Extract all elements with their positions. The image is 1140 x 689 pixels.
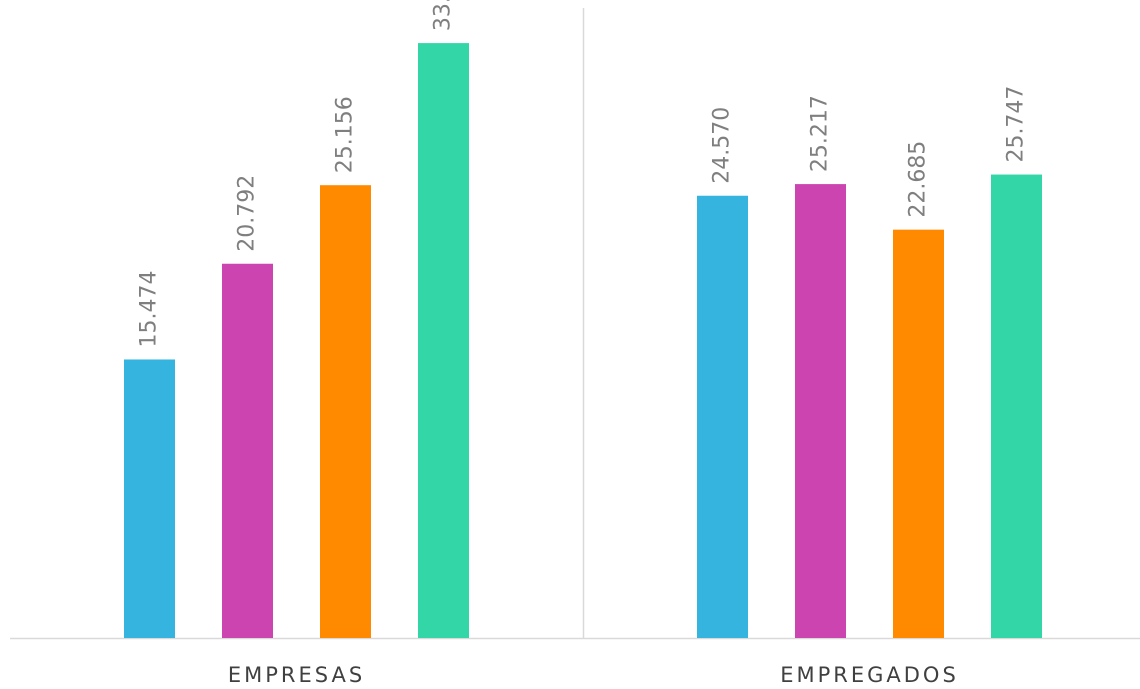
data-label: 22.685 <box>906 141 931 218</box>
bar <box>418 43 469 639</box>
bar <box>893 229 944 639</box>
data-label: 25.156 <box>333 96 358 173</box>
data-label: 25.217 <box>808 95 833 172</box>
x-tick-label: EMPREGADOS <box>780 663 959 687</box>
bar <box>991 174 1042 638</box>
bar <box>697 195 748 639</box>
data-label: 20.792 <box>235 175 260 252</box>
bar <box>222 263 273 638</box>
bar <box>795 184 846 638</box>
bar <box>320 185 371 638</box>
x-tick-label: EMPRESAS <box>228 663 365 687</box>
data-label: 24.570 <box>710 107 735 184</box>
data-label: 33.050 <box>431 0 456 31</box>
bar <box>124 359 175 638</box>
data-label: 25.747 <box>1004 86 1029 163</box>
data-label: 15.474 <box>137 270 162 347</box>
